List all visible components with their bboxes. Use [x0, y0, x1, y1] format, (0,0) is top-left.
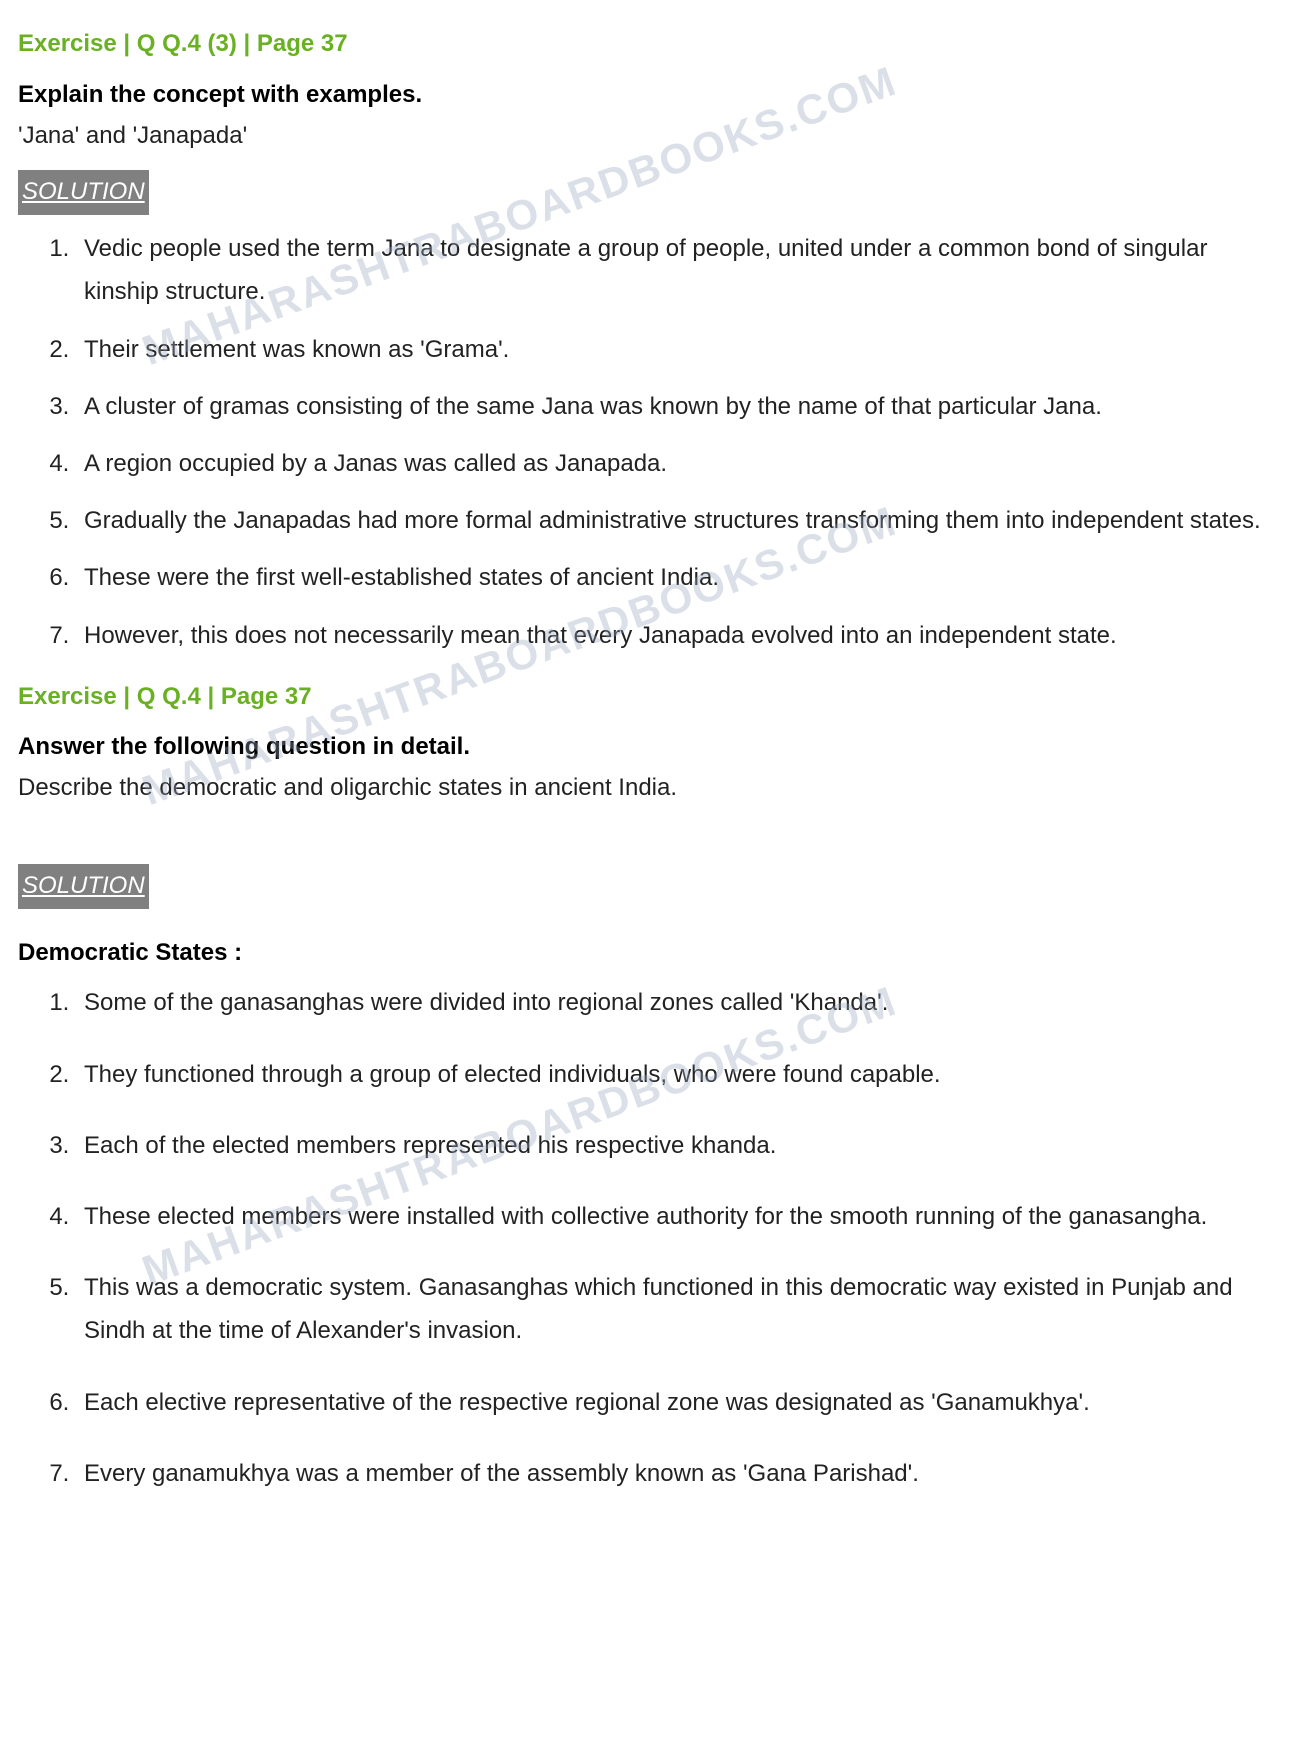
list-item: These were the first well-established st… [76, 556, 1281, 599]
list-item: Each elective representative of the resp… [76, 1381, 1281, 1424]
list-item: These elected members were installed wit… [76, 1195, 1281, 1238]
list-item: A cluster of gramas consisting of the sa… [76, 385, 1281, 428]
exercise-header-1: Exercise | Q Q.4 (3) | Page 37 [18, 24, 1281, 65]
list-item: Vedic people used the term Jana to desig… [76, 227, 1281, 313]
solution-list-2: Some of the ganasanghas were divided int… [18, 981, 1281, 1495]
solution-list-1: Vedic people used the term Jana to desig… [18, 227, 1281, 657]
list-item: Their settlement was known as 'Grama'. [76, 328, 1281, 371]
question-subtitle-1: 'Jana' and 'Janapada' [18, 116, 1281, 157]
question-title-1: Explain the concept with examples. [18, 75, 1281, 116]
question-title-2: Answer the following question in detail. [18, 727, 1281, 768]
list-item: This was a democratic system. Ganasangha… [76, 1266, 1281, 1352]
question-subtitle-2: Describe the democratic and oligarchic s… [18, 768, 1281, 809]
list-item: However, this does not necessarily mean … [76, 614, 1281, 657]
list-item: Some of the ganasanghas were divided int… [76, 981, 1281, 1024]
solution-label-2: SOLUTION [18, 864, 149, 909]
list-item: Each of the elected members represented … [76, 1124, 1281, 1167]
solution-label-1: SOLUTION [18, 170, 149, 215]
list-item: A region occupied by a Janas was called … [76, 442, 1281, 485]
subheading-democratic: Democratic States : [18, 933, 1281, 974]
list-item: They functioned through a group of elect… [76, 1053, 1281, 1096]
exercise-header-2: Exercise | Q Q.4 | Page 37 [18, 677, 1281, 718]
list-item: Gradually the Janapadas had more formal … [76, 499, 1281, 542]
list-item: Every ganamukhya was a member of the ass… [76, 1452, 1281, 1495]
